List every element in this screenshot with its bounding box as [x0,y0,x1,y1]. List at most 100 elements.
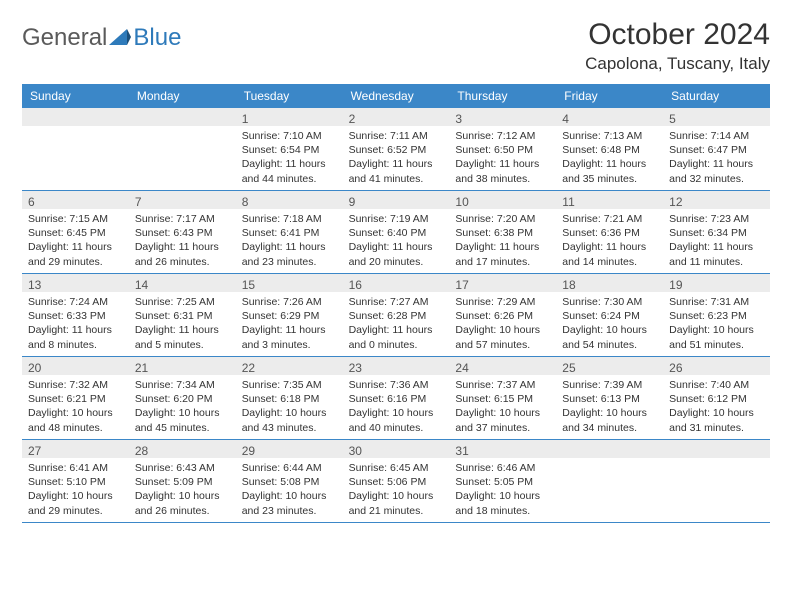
sunrise-text: Sunrise: 7:26 AM [242,295,337,309]
day-cell: 23Sunrise: 7:36 AMSunset: 6:16 PMDayligh… [343,357,450,439]
day-number: 9 [349,195,356,209]
weekday-fri: Friday [556,84,663,108]
sunrise-text: Sunrise: 7:20 AM [455,212,550,226]
day-info: Sunrise: 7:25 AMSunset: 6:31 PMDaylight:… [129,292,236,356]
day-cell: 12Sunrise: 7:23 AMSunset: 6:34 PMDayligh… [663,191,770,273]
day-number-row: 18 [556,274,663,292]
daylight-text: Daylight: 10 hours and 57 minutes. [455,323,550,351]
day-cell [556,440,663,522]
day-cell: 9Sunrise: 7:19 AMSunset: 6:40 PMDaylight… [343,191,450,273]
sunset-text: Sunset: 6:23 PM [669,309,764,323]
day-number-row: 16 [343,274,450,292]
day-info: Sunrise: 7:21 AMSunset: 6:36 PMDaylight:… [556,209,663,273]
sunrise-text: Sunrise: 7:27 AM [349,295,444,309]
day-number-row: 26 [663,357,770,375]
day-info: Sunrise: 6:41 AMSunset: 5:10 PMDaylight:… [22,458,129,522]
weekday-thu: Thursday [449,84,556,108]
daylight-text: Daylight: 11 hours and 8 minutes. [28,323,123,351]
logo-text-b: Blue [133,24,181,52]
sunrise-text: Sunrise: 6:43 AM [135,461,230,475]
day-number-row: 2 [343,108,450,126]
day-number: 22 [242,361,255,375]
day-info: Sunrise: 7:37 AMSunset: 6:15 PMDaylight:… [449,375,556,439]
day-cell: 16Sunrise: 7:27 AMSunset: 6:28 PMDayligh… [343,274,450,356]
sunset-text: Sunset: 6:38 PM [455,226,550,240]
day-number: 8 [242,195,249,209]
sunrise-text: Sunrise: 7:35 AM [242,378,337,392]
day-number-row: 10 [449,191,556,209]
day-info: Sunrise: 7:30 AMSunset: 6:24 PMDaylight:… [556,292,663,356]
sunrise-text: Sunrise: 7:17 AM [135,212,230,226]
day-number: 12 [669,195,682,209]
day-number-row: 4 [556,108,663,126]
header: General Blue October 2024 Capolona, Tusc… [22,18,770,74]
day-info: Sunrise: 7:12 AMSunset: 6:50 PMDaylight:… [449,126,556,190]
day-number: 31 [455,444,468,458]
sunrise-text: Sunrise: 7:21 AM [562,212,657,226]
location: Capolona, Tuscany, Italy [585,54,770,74]
daylight-text: Daylight: 11 hours and 20 minutes. [349,240,444,268]
daylight-text: Daylight: 10 hours and 34 minutes. [562,406,657,434]
sunset-text: Sunset: 6:40 PM [349,226,444,240]
sunrise-text: Sunrise: 7:25 AM [135,295,230,309]
weekday-header-row: Sunday Monday Tuesday Wednesday Thursday… [22,84,770,108]
calendar: Sunday Monday Tuesday Wednesday Thursday… [22,84,770,523]
sunrise-text: Sunrise: 7:34 AM [135,378,230,392]
day-info: Sunrise: 7:11 AMSunset: 6:52 PMDaylight:… [343,126,450,190]
daylight-text: Daylight: 10 hours and 51 minutes. [669,323,764,351]
daylight-text: Daylight: 10 hours and 21 minutes. [349,489,444,517]
day-number-row: 30 [343,440,450,458]
day-number: 1 [242,112,249,126]
day-number-row: 25 [556,357,663,375]
sunrise-text: Sunrise: 7:30 AM [562,295,657,309]
day-number: 29 [242,444,255,458]
daylight-text: Daylight: 10 hours and 43 minutes. [242,406,337,434]
sunset-text: Sunset: 6:45 PM [28,226,123,240]
daylight-text: Daylight: 11 hours and 35 minutes. [562,157,657,185]
weeks-container: 1Sunrise: 7:10 AMSunset: 6:54 PMDaylight… [22,108,770,523]
day-cell: 7Sunrise: 7:17 AMSunset: 6:43 PMDaylight… [129,191,236,273]
day-number-row: 19 [663,274,770,292]
daylight-text: Daylight: 11 hours and 0 minutes. [349,323,444,351]
day-cell: 14Sunrise: 7:25 AMSunset: 6:31 PMDayligh… [129,274,236,356]
daylight-text: Daylight: 11 hours and 14 minutes. [562,240,657,268]
sunset-text: Sunset: 6:34 PM [669,226,764,240]
sunset-text: Sunset: 6:18 PM [242,392,337,406]
sunrise-text: Sunrise: 7:39 AM [562,378,657,392]
day-cell: 27Sunrise: 6:41 AMSunset: 5:10 PMDayligh… [22,440,129,522]
day-info: Sunrise: 6:44 AMSunset: 5:08 PMDaylight:… [236,458,343,522]
sunset-text: Sunset: 5:10 PM [28,475,123,489]
day-cell: 8Sunrise: 7:18 AMSunset: 6:41 PMDaylight… [236,191,343,273]
week-row: 6Sunrise: 7:15 AMSunset: 6:45 PMDaylight… [22,191,770,274]
day-info: Sunrise: 7:19 AMSunset: 6:40 PMDaylight:… [343,209,450,273]
day-number-row: 1 [236,108,343,126]
day-cell: 26Sunrise: 7:40 AMSunset: 6:12 PMDayligh… [663,357,770,439]
day-cell: 6Sunrise: 7:15 AMSunset: 6:45 PMDaylight… [22,191,129,273]
sunset-text: Sunset: 6:54 PM [242,143,337,157]
day-cell [129,108,236,190]
day-cell: 2Sunrise: 7:11 AMSunset: 6:52 PMDaylight… [343,108,450,190]
day-cell: 10Sunrise: 7:20 AMSunset: 6:38 PMDayligh… [449,191,556,273]
sunset-text: Sunset: 6:15 PM [455,392,550,406]
sunrise-text: Sunrise: 7:31 AM [669,295,764,309]
day-cell: 1Sunrise: 7:10 AMSunset: 6:54 PMDaylight… [236,108,343,190]
day-number: 6 [28,195,35,209]
daylight-text: Daylight: 11 hours and 44 minutes. [242,157,337,185]
day-number-row: 20 [22,357,129,375]
day-number-row [22,108,129,126]
sunrise-text: Sunrise: 7:29 AM [455,295,550,309]
sunset-text: Sunset: 6:50 PM [455,143,550,157]
sunrise-text: Sunrise: 6:41 AM [28,461,123,475]
day-info: Sunrise: 7:15 AMSunset: 6:45 PMDaylight:… [22,209,129,273]
day-number-row [663,440,770,458]
day-number-row: 17 [449,274,556,292]
day-number-row: 27 [22,440,129,458]
day-cell: 22 Sunrise: 7:35 AMSunset: 6:18 PMDayligh… [236,357,343,439]
sunset-text: Sunset: 5:09 PM [135,475,230,489]
day-number-row: 21 [129,357,236,375]
day-number-row: 31 [449,440,556,458]
day-info: Sunrise: 7:29 AMSunset: 6:26 PMDaylight:… [449,292,556,356]
sunset-text: Sunset: 5:06 PM [349,475,444,489]
day-number-row: 7 [129,191,236,209]
day-info: Sunrise: 7:14 AMSunset: 6:47 PMDaylight:… [663,126,770,190]
